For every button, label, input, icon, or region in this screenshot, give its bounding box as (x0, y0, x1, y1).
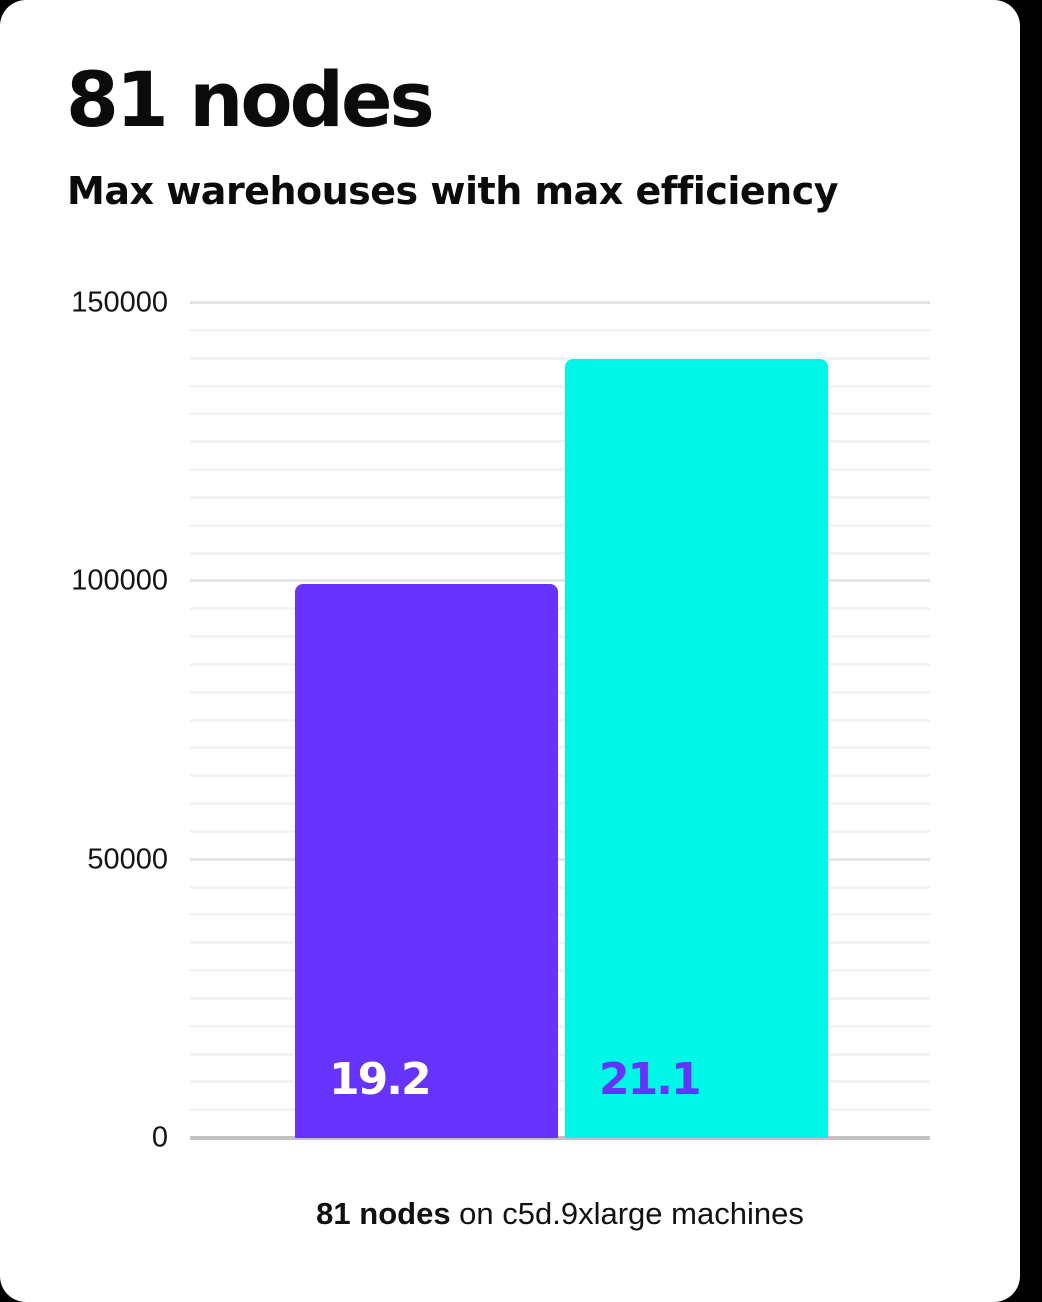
minor-gridline (190, 440, 930, 444)
y-axis: 0 50000 100000 150000 (0, 288, 168, 1152)
minor-gridline (190, 690, 930, 694)
minor-gridline (190, 969, 930, 972)
y-axis-tick-label: 150000 (71, 286, 168, 319)
minor-gridline (190, 802, 930, 805)
major-gridline (190, 301, 930, 304)
minor-gridline (190, 328, 930, 332)
minor-gridline (190, 1108, 930, 1112)
minor-gridline (190, 468, 930, 471)
minor-gridline (190, 607, 930, 611)
major-gridline (190, 857, 930, 861)
minor-gridline (190, 495, 930, 499)
minor-gridline (190, 635, 930, 638)
page-title: 81 nodes (66, 55, 435, 144)
minor-gridline (190, 384, 930, 388)
minor-gridline (190, 913, 930, 917)
minor-gridline (190, 829, 930, 833)
minor-gridline (190, 885, 930, 889)
bar-21.1: 21.1 (565, 358, 828, 1138)
x-axis-line (190, 1136, 930, 1140)
caption-regular-text: on c5d.9xlarge machines (450, 1196, 804, 1231)
minor-gridline (190, 523, 930, 527)
y-axis-tick-label: 0 (151, 1121, 168, 1154)
bar-value-label: 19.2 (329, 1054, 432, 1105)
bar-19.2: 19.2 (295, 584, 558, 1138)
bar-value-label: 21.1 (599, 1054, 702, 1105)
plot-area: 19.2 21.1 (190, 301, 930, 1140)
chart-caption: 81 nodes on c5d.9xlarge machines (190, 1196, 930, 1232)
minor-gridline (190, 1052, 930, 1056)
y-axis-tick-label: 50000 (87, 843, 168, 876)
minor-gridline (190, 774, 930, 778)
minor-gridline (190, 718, 930, 722)
minor-gridline (190, 746, 930, 750)
chart-card: 81 nodes Max warehouses with max efficie… (0, 0, 1020, 1302)
minor-gridline (190, 662, 930, 666)
minor-gridline (190, 941, 930, 945)
y-axis-tick-label: 100000 (71, 564, 168, 597)
major-gridline (190, 579, 930, 583)
minor-gridline (190, 412, 930, 416)
minor-gridline (190, 551, 930, 555)
page-subtitle: Max warehouses with max efficiency (67, 169, 839, 213)
minor-gridline (190, 1080, 930, 1084)
minor-gridline (190, 1024, 930, 1028)
caption-bold-text: 81 nodes (316, 1196, 451, 1231)
minor-gridline (190, 356, 930, 360)
minor-gridline (190, 996, 930, 1000)
